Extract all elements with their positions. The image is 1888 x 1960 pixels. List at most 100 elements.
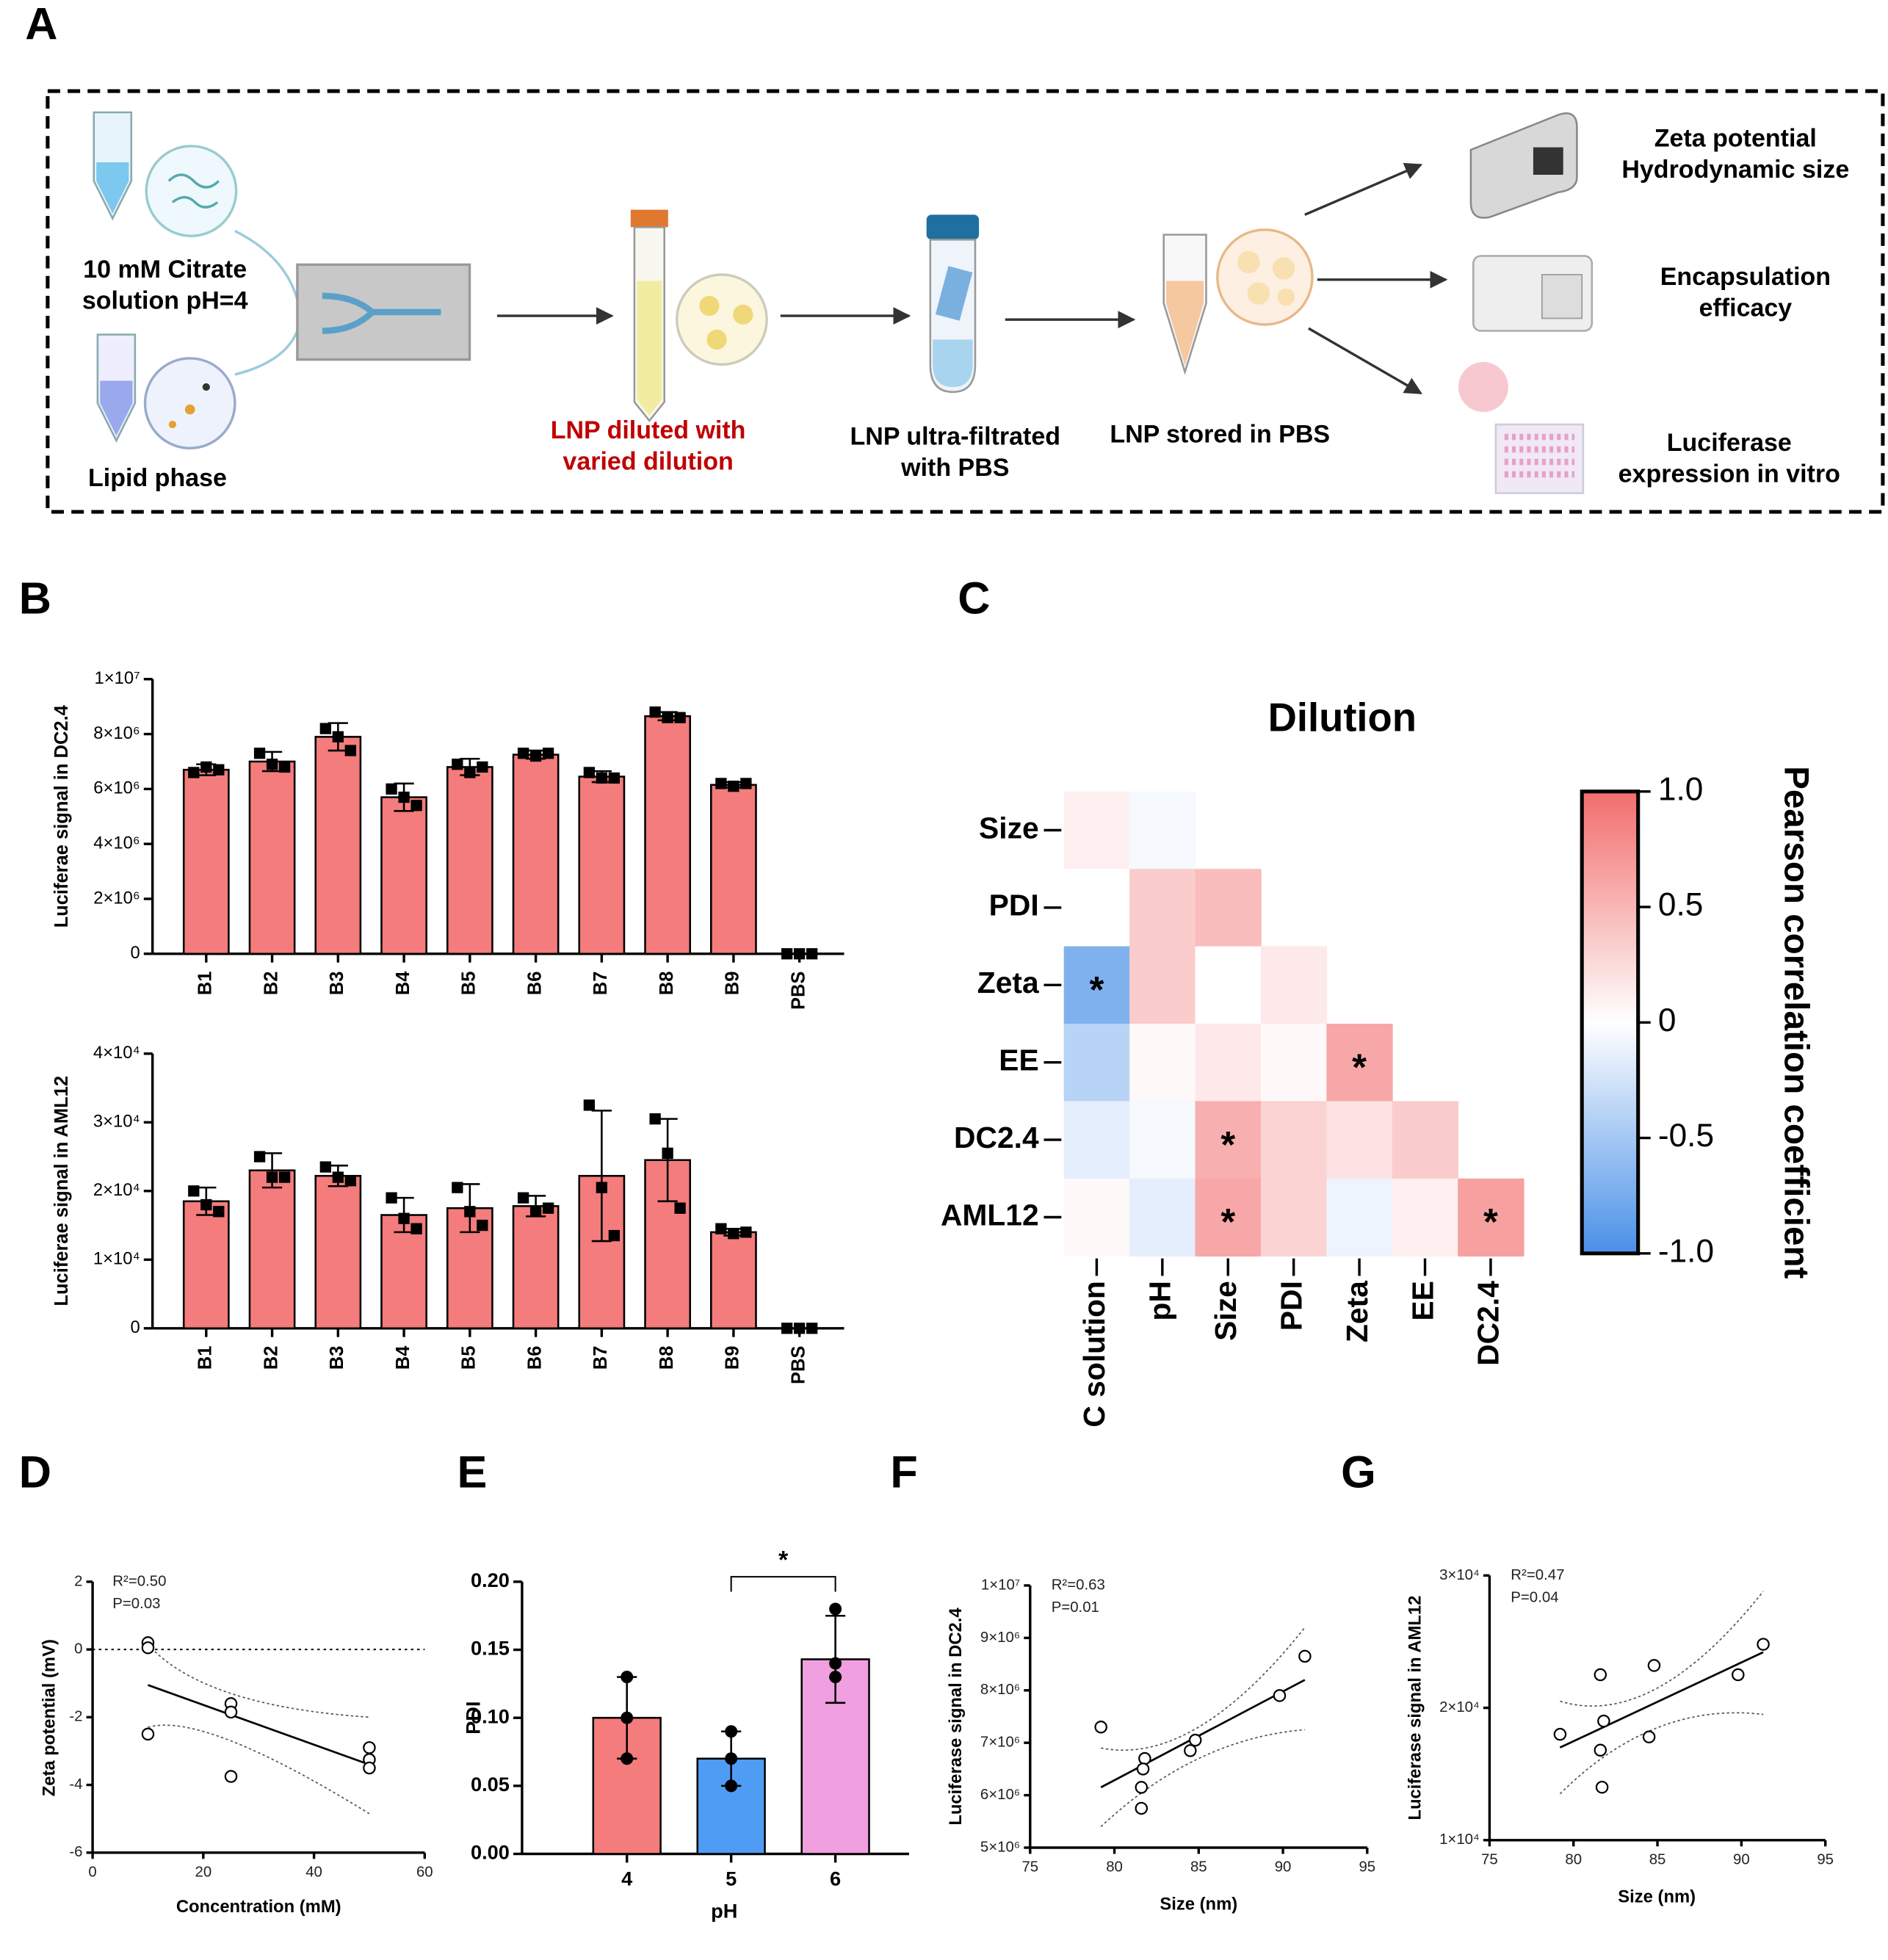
point (363, 1761, 376, 1775)
point (1135, 1781, 1149, 1794)
x-tick-label: B2 (261, 1346, 281, 1370)
point (829, 1671, 842, 1684)
y-tick-label: 9×10⁶ (980, 1630, 1020, 1646)
point (253, 748, 266, 759)
point (188, 767, 200, 778)
point (621, 1752, 634, 1765)
point (728, 781, 739, 792)
point (517, 748, 529, 759)
significance-label: * (778, 1547, 789, 1574)
label: Hydrodynamic size (1621, 156, 1849, 184)
y-tick-label: 2 (74, 1573, 82, 1589)
point (740, 778, 752, 789)
point (452, 1182, 463, 1193)
point (253, 1151, 266, 1162)
point (715, 778, 727, 789)
point (1184, 1744, 1197, 1757)
x-tick-label: 4 (621, 1867, 632, 1890)
y-axis-label: Luciferase signal in DC2.4 (946, 1608, 966, 1826)
bar (314, 736, 362, 955)
y-tick-label: 0 (130, 943, 140, 963)
y-tick-label: -4 (69, 1776, 82, 1793)
colorbar-label: Pearson correlation coefficient (1777, 766, 1816, 1279)
panel-label: B (19, 574, 51, 623)
cell-label: * (1352, 1046, 1367, 1088)
cell-label: * (1483, 1201, 1498, 1243)
point (1553, 1727, 1567, 1741)
point (464, 767, 476, 778)
fit-line (148, 1684, 370, 1766)
point (332, 1171, 344, 1183)
point (1595, 1780, 1609, 1794)
heatmap-cell (1326, 1024, 1393, 1102)
label: solution pH=4 (82, 286, 248, 314)
point (266, 759, 278, 770)
y-tick-label: 8×10⁶ (980, 1682, 1020, 1698)
row-label: EE (999, 1043, 1038, 1077)
point (517, 1192, 529, 1204)
x-tick-label: B1 (195, 1346, 216, 1370)
point (213, 764, 225, 775)
y-tick-label: 3×10⁴ (1439, 1567, 1480, 1583)
point (608, 1229, 621, 1242)
point (1757, 1638, 1770, 1651)
heatmap-cell (1260, 1101, 1328, 1179)
y-tick-label: 0.05 (471, 1773, 510, 1796)
point (386, 783, 397, 795)
heatmap-cell (1129, 869, 1196, 947)
point (1298, 1649, 1312, 1663)
panel-label: G (1341, 1447, 1376, 1497)
row-label: Size (979, 811, 1039, 845)
point (1273, 1689, 1287, 1702)
point (224, 1770, 238, 1783)
point (319, 1161, 331, 1173)
annotation: R²=0.63 (1052, 1577, 1105, 1593)
y-tick-label: 7×10⁶ (980, 1735, 1020, 1751)
label: with PBS (900, 454, 1009, 482)
column-label: C solution (1077, 1281, 1111, 1427)
y-tick-label: 0 (130, 1317, 140, 1337)
point (583, 767, 596, 778)
point (806, 1323, 818, 1334)
point (1647, 1659, 1661, 1672)
point (1136, 1762, 1150, 1776)
bar (314, 1174, 362, 1330)
y-tick-label: -6 (69, 1844, 82, 1860)
y-tick-label: 1×10⁴ (1439, 1831, 1480, 1848)
point (477, 761, 488, 773)
colorbar-tick-label: 0.5 (1658, 887, 1703, 923)
heatmap-cell (1129, 1024, 1196, 1102)
column-label: EE (1406, 1281, 1439, 1320)
label: Lipid phase (88, 464, 227, 492)
x-tick-label: B5 (459, 972, 480, 996)
point (596, 1182, 608, 1193)
colorbar (1580, 789, 1641, 1256)
point (740, 1226, 752, 1238)
heatmap-cell (1129, 946, 1196, 1024)
cell-label: * (1089, 969, 1104, 1010)
label: LNP stored in PBS (1110, 420, 1330, 448)
label: efficacy (1699, 294, 1793, 322)
heatmap-cell (1195, 1101, 1262, 1179)
y-tick-label: 2×10⁴ (1439, 1699, 1480, 1715)
panel-label: C (958, 574, 990, 623)
y-tick-label: 4×10⁴ (93, 1043, 140, 1063)
x-tick-label: 85 (1649, 1851, 1666, 1867)
point (278, 1171, 291, 1183)
panel-label: A (25, 0, 57, 49)
point (1094, 1721, 1107, 1734)
heatmap-cell (1063, 1024, 1130, 1102)
point (200, 1198, 212, 1211)
column-label: PDI (1274, 1281, 1308, 1331)
point (386, 1192, 397, 1204)
cell-label: * (1220, 1124, 1235, 1165)
y-tick-label: 6×10⁶ (980, 1787, 1020, 1803)
point (398, 1212, 410, 1224)
heatmap-cell (1326, 1178, 1393, 1257)
point (621, 1711, 634, 1724)
heatmap-cell (1392, 1101, 1459, 1179)
bar (710, 784, 757, 955)
row-label: PDI (989, 889, 1039, 922)
schematic: A (25, 0, 1885, 514)
